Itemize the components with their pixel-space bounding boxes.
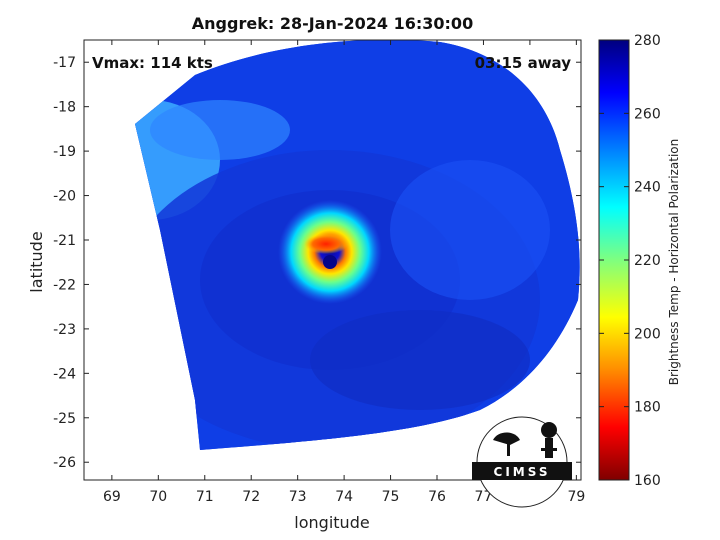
colorbar-ticks: 280 260 240 220 200 180 160 <box>599 33 661 489</box>
y-tick-label: -19 <box>53 144 76 160</box>
vmax-label: Vmax: 114 kts <box>92 54 213 72</box>
x-tick-label: 76 <box>428 489 446 505</box>
y-tick-label: -22 <box>53 277 76 293</box>
x-tick-label: 71 <box>196 489 214 505</box>
cimss-logo: CIMSS <box>472 416 572 508</box>
colorbar-tick-label: 240 <box>634 180 661 196</box>
colorbar-tick-label: 220 <box>634 253 661 269</box>
colorbar-tick-label: 200 <box>634 326 661 342</box>
colorbar-tick-label: 280 <box>634 33 661 49</box>
y-tick-label: -21 <box>53 233 76 249</box>
x-tick-label: 74 <box>335 489 353 505</box>
x-tick-label: 79 <box>567 489 585 505</box>
x-tick-label: 72 <box>242 489 260 505</box>
y-tick-label: -20 <box>53 189 76 205</box>
y-axis-label: latitude <box>27 231 46 292</box>
y-tick-label: -25 <box>53 411 76 427</box>
colorbar-tick-label: 260 <box>634 106 661 122</box>
time-away-label: 03:15 away <box>475 54 572 72</box>
x-axis-label: longitude <box>294 513 369 532</box>
y-tick-label: -24 <box>53 366 76 382</box>
colorbar-label: Brightness Temp - Horizontal Polarizatio… <box>667 139 681 386</box>
colorbar-tick-label: 160 <box>634 473 661 489</box>
y-axis-ticks: -17 -18 -19 -20 -21 -22 -23 -24 -25 -26 <box>53 55 581 471</box>
x-tick-label: 73 <box>289 489 307 505</box>
x-tick-label: 75 <box>382 489 400 505</box>
y-tick-label: -26 <box>53 455 76 471</box>
y-tick-label: -18 <box>53 100 76 116</box>
map-title: Anggrek: 28-Jan-2024 16:30:00 <box>191 14 474 33</box>
x-tick-label: 70 <box>149 489 167 505</box>
x-tick-label: 69 <box>103 489 121 505</box>
x-tick-label: 77 <box>475 489 493 505</box>
y-tick-label: -17 <box>53 55 76 71</box>
colorbar-tick-label: 180 <box>634 400 661 416</box>
cimss-logo-text: CIMSS <box>494 465 551 479</box>
y-tick-label: -23 <box>53 322 76 338</box>
